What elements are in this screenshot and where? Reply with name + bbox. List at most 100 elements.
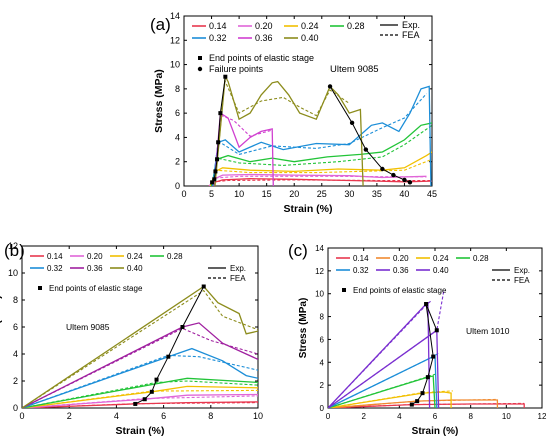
x-tick-label: 5 bbox=[209, 189, 214, 199]
x-tick-label: 0 bbox=[181, 189, 186, 199]
x-tick-label: 4 bbox=[397, 412, 402, 421]
failure-point bbox=[391, 172, 396, 178]
y-tick-label: 14 bbox=[315, 244, 324, 253]
series-exp-0.14 bbox=[22, 401, 258, 408]
chart-panel-b: (b) 0 2 4 6 8 10 0 2 4 6 8 10 12 Strain (%) Stress (MPa… bbox=[0, 241, 263, 437]
elastic-end-point bbox=[201, 284, 206, 289]
x-tick-label: 25 bbox=[317, 189, 327, 199]
series-exp-0.32 bbox=[22, 347, 258, 408]
series-fea-0.28 bbox=[22, 380, 258, 408]
series-exp-0.40 bbox=[22, 285, 258, 408]
y-axis-label: Stress (MPa) bbox=[298, 298, 309, 359]
legend-label: 0.40 bbox=[127, 264, 143, 273]
legend-label: 0.20 bbox=[255, 21, 273, 31]
legend-end-point-marker bbox=[198, 56, 202, 60]
elastic-end-point bbox=[154, 377, 159, 382]
legend-label: 0.14 bbox=[47, 252, 63, 261]
series-fea-0.14 bbox=[208, 179, 432, 186]
failure-point bbox=[402, 177, 407, 183]
x-tick-label: 45 bbox=[427, 189, 437, 199]
legend-label: 0.32 bbox=[47, 264, 63, 273]
series-fea-0.24 bbox=[209, 158, 432, 186]
legend-label: 0.24 bbox=[433, 254, 449, 263]
y-axis-label: Stress (MPa) bbox=[0, 295, 3, 359]
x-tick-label: 10 bbox=[253, 411, 263, 421]
y-tick-label: 10 bbox=[170, 60, 180, 70]
legend-label: 0.40 bbox=[301, 33, 319, 43]
x-axis-label: Strain (%) bbox=[283, 203, 332, 215]
legend-exp-label: Exp. bbox=[402, 20, 420, 30]
series-exp-0.40 bbox=[328, 329, 440, 408]
legend-fea-label: FEA bbox=[514, 276, 530, 285]
elastic-end-point bbox=[180, 325, 185, 329]
legend-label: 0.14 bbox=[353, 254, 369, 263]
elastic-end-point bbox=[133, 401, 138, 406]
panel-label: (b) bbox=[4, 241, 25, 260]
series-fea-0.28 bbox=[328, 373, 437, 408]
series-fea-0.28 bbox=[211, 124, 432, 186]
elastic-end-point bbox=[216, 140, 221, 145]
x-tick-label: 2 bbox=[67, 411, 72, 421]
x-tick-label: 0 bbox=[19, 411, 24, 421]
elastic-end-point bbox=[425, 375, 430, 380]
series-fea-0.40 bbox=[328, 290, 445, 408]
series-exp-0.20 bbox=[22, 393, 258, 408]
series-exp-0.28 bbox=[22, 377, 258, 408]
elastic-end-point bbox=[218, 111, 223, 116]
elastic-end-point bbox=[213, 169, 218, 174]
x-tick-label: 30 bbox=[344, 189, 354, 199]
y-tick-label: 8 bbox=[13, 295, 18, 305]
x-tick-label: 12 bbox=[538, 412, 547, 421]
series-exp-0.14 bbox=[208, 178, 432, 186]
elastic-end-point bbox=[434, 328, 439, 333]
series-exp-0.24 bbox=[328, 391, 452, 408]
material-label: Ultem 9085 bbox=[66, 322, 110, 332]
y-tick-label: 6 bbox=[13, 322, 18, 332]
series-exp-0.36 bbox=[22, 322, 258, 408]
series-exp-0.24 bbox=[22, 385, 258, 408]
y-tick-label: 4 bbox=[320, 358, 325, 367]
legend: 0.14 0.20 0.24 0.28 0.32 0.36 0.40 Exp.FEA End p… bbox=[336, 254, 530, 295]
legend-end-point-marker bbox=[342, 288, 346, 292]
failure-point bbox=[327, 84, 333, 89]
legend-fea-label: FEA bbox=[402, 30, 420, 40]
plot-area bbox=[22, 284, 258, 408]
failure-point bbox=[363, 147, 369, 152]
series-fea-0.40 bbox=[22, 289, 258, 408]
legend-label: 0.24 bbox=[127, 252, 143, 261]
legend-exp-label: Exp. bbox=[230, 264, 246, 273]
series-exp-0.32 bbox=[328, 354, 438, 408]
failure-point bbox=[349, 120, 355, 126]
elastic-end-point bbox=[212, 177, 217, 182]
legend-label: 0.40 bbox=[433, 266, 449, 275]
plot-area bbox=[328, 290, 525, 408]
y-tick-label: 14 bbox=[170, 11, 180, 21]
legend-end-point-label: End points of elastic stage bbox=[49, 284, 143, 293]
x-tick-label: 8 bbox=[468, 412, 473, 421]
series-exp-0.20 bbox=[328, 399, 499, 408]
legend-label: 0.36 bbox=[255, 33, 273, 43]
material-label: Ultem 9085 bbox=[330, 64, 379, 75]
x-tick-label: 20 bbox=[289, 189, 299, 199]
y-tick-label: 0 bbox=[13, 403, 18, 413]
x-tick-label: 15 bbox=[262, 189, 272, 199]
legend-end-point-label: End points of elastic stage bbox=[209, 53, 314, 63]
elastic-end-point bbox=[415, 399, 420, 404]
legend-label: 0.28 bbox=[167, 252, 183, 261]
elastic-end-point bbox=[210, 180, 215, 185]
y-tick-label: 6 bbox=[320, 335, 325, 344]
plot-frame bbox=[183, 15, 433, 187]
legend-label: 0.32 bbox=[209, 33, 227, 43]
x-tick-label: 6 bbox=[161, 411, 166, 421]
elastic-end-point bbox=[142, 397, 147, 402]
elastic-end-point bbox=[223, 74, 228, 79]
x-tick-label: 10 bbox=[502, 412, 511, 421]
series-exp-0.32 bbox=[212, 85, 432, 186]
y-tick-label: 2 bbox=[13, 376, 18, 386]
series-exp-0.28 bbox=[328, 375, 436, 408]
plot-area bbox=[208, 74, 432, 186]
elastic-end-point bbox=[409, 402, 414, 407]
legend-failure-label: Failure points bbox=[209, 64, 264, 74]
y-tick-label: 10 bbox=[8, 268, 18, 278]
